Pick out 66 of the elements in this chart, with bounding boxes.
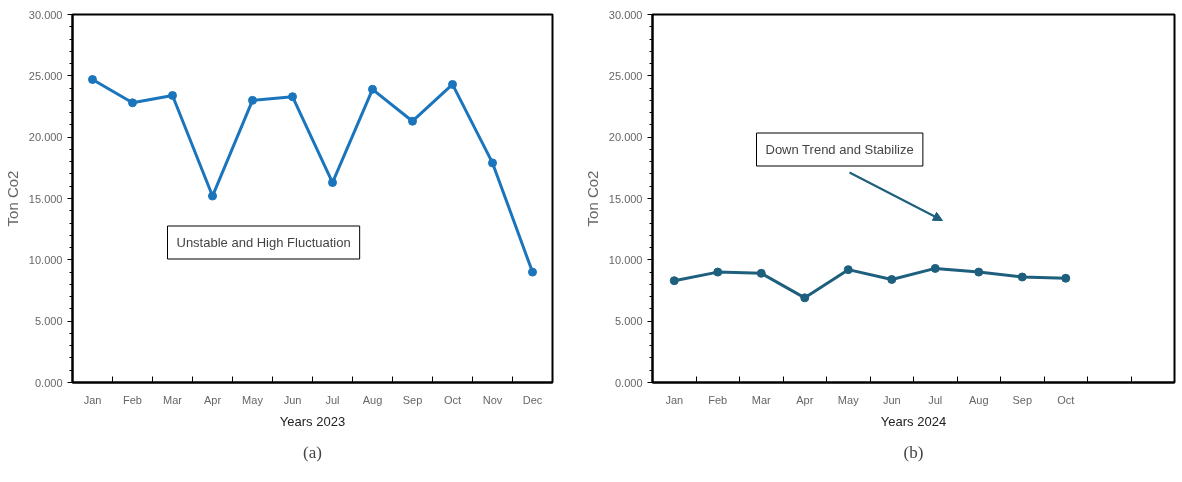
x-tick-label: Jan <box>665 393 684 406</box>
x-tick-label: Oct <box>443 393 462 406</box>
point <box>328 178 337 188</box>
x-tick-label: Oct <box>1057 393 1075 406</box>
x-tick-label: Apr <box>203 393 222 406</box>
x-tick-label: Jan <box>83 393 102 406</box>
point <box>1017 272 1027 282</box>
point <box>448 79 457 89</box>
point <box>288 92 297 102</box>
y-tick-label: 25.000 <box>28 69 63 82</box>
point <box>128 98 137 108</box>
x-tick-label: Dec <box>522 393 543 406</box>
y-tick-label: 10.000 <box>608 253 643 266</box>
x-tick-label: Jun <box>283 393 302 406</box>
x-tick-label: Apr <box>796 393 814 406</box>
point <box>368 84 377 94</box>
y-tick-label: 25.000 <box>608 69 643 82</box>
x-tick-label: Aug <box>968 393 989 406</box>
point <box>669 276 679 286</box>
y-tick-label: 20.000 <box>608 131 643 144</box>
point <box>88 75 97 85</box>
text: (a) <box>303 442 322 462</box>
y-tick-label: 10.000 <box>28 253 63 266</box>
point <box>974 267 984 277</box>
x-tick-label: Jul <box>325 393 340 406</box>
point <box>887 274 897 284</box>
point <box>528 267 537 277</box>
x-tick-label: May <box>837 393 860 406</box>
point <box>168 90 177 100</box>
x-tick-label: Feb <box>123 393 142 406</box>
y-tick-label: 0.000 <box>34 376 63 389</box>
x-tick-label: Aug <box>362 393 383 406</box>
x-tick-label: Jun <box>882 393 901 406</box>
point <box>930 263 940 273</box>
point <box>208 191 217 201</box>
y-tick-label: 15.000 <box>28 192 63 205</box>
point <box>248 95 257 105</box>
y-tick-label: 15.000 <box>608 192 643 205</box>
x-tick-label: Feb <box>708 393 728 406</box>
text: (b) <box>903 442 924 462</box>
point <box>713 267 723 277</box>
y-tick-label: 20.000 <box>28 131 63 144</box>
y-tick-label: 0.000 <box>614 376 643 389</box>
x-axis-title: Years 2023 <box>279 413 346 429</box>
y-axis-title: Ton Co2 <box>3 170 21 227</box>
annotation: Unstable and High Fluctuation <box>176 235 351 250</box>
point <box>756 268 766 278</box>
y-tick-label: 5.000 <box>614 315 643 328</box>
x-tick-label: Sep <box>402 393 423 406</box>
x-axis-title: Years 2024 <box>880 413 947 429</box>
x-tick-label: Sep <box>1012 393 1033 406</box>
x-tick-label: Jul <box>928 393 943 406</box>
y-axis-title: Ton Co2 <box>583 170 601 227</box>
point <box>408 116 417 126</box>
x-tick-label: Nov <box>482 393 503 406</box>
point <box>1061 273 1071 283</box>
x-tick-label: Mar <box>751 393 772 406</box>
point <box>488 158 497 168</box>
y-tick-label: 30.000 <box>608 8 643 21</box>
point <box>800 293 810 303</box>
y-tick-label: 5.000 <box>34 315 63 328</box>
x-tick-label: May <box>242 393 264 406</box>
x-tick-label: Mar <box>163 393 183 406</box>
point <box>843 265 853 275</box>
y-tick-label: 30.000 <box>28 8 63 21</box>
annotation: Down Trend and Stabilize <box>765 142 914 157</box>
